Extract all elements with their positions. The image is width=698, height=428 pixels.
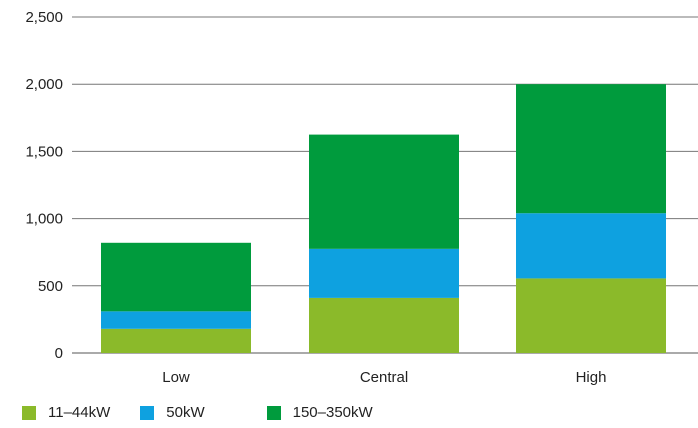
legend-item-11-44kw: 11–44kW xyxy=(22,404,110,421)
y-tick-label: 1,000 xyxy=(25,211,63,228)
x-tick-label: Low xyxy=(162,369,190,386)
legend-label: 50kW xyxy=(166,404,205,421)
bar-segment xyxy=(101,311,251,329)
bar-segment xyxy=(516,84,666,214)
legend-item-150-350kw: 150–350kW xyxy=(266,404,373,421)
legend-item-50kw: 50kW xyxy=(140,404,205,421)
bar-segment xyxy=(309,134,459,249)
legend-label: 150–350kW xyxy=(292,404,373,421)
bar-segment xyxy=(101,328,251,353)
legend-swatch xyxy=(140,405,155,420)
y-tick-label: 1,500 xyxy=(25,143,63,160)
y-tick-label: 2,000 xyxy=(25,76,63,93)
x-tick-label: Central xyxy=(360,369,408,386)
y-tick-label: 0 xyxy=(55,345,63,362)
legend-swatch xyxy=(22,405,36,420)
x-axis-tick-labels: Low Central High xyxy=(162,369,606,386)
bar-segment xyxy=(101,242,251,312)
bar-segment xyxy=(516,213,666,279)
bars xyxy=(101,84,666,353)
x-tick-label: High xyxy=(576,369,607,386)
legend-swatch xyxy=(266,405,281,420)
y-tick-label: 2,500 xyxy=(25,9,63,26)
bar-segment xyxy=(516,278,666,353)
bar-segment xyxy=(309,248,459,298)
y-tick-label: 500 xyxy=(38,278,63,295)
legend-label: 11–44kW xyxy=(48,404,111,421)
legend: 11–44kW 50kW 150–350kW xyxy=(22,404,373,421)
y-axis-tick-labels: 0 500 1,000 1,500 2,000 2,500 xyxy=(25,9,63,362)
bar-segment xyxy=(309,297,459,353)
